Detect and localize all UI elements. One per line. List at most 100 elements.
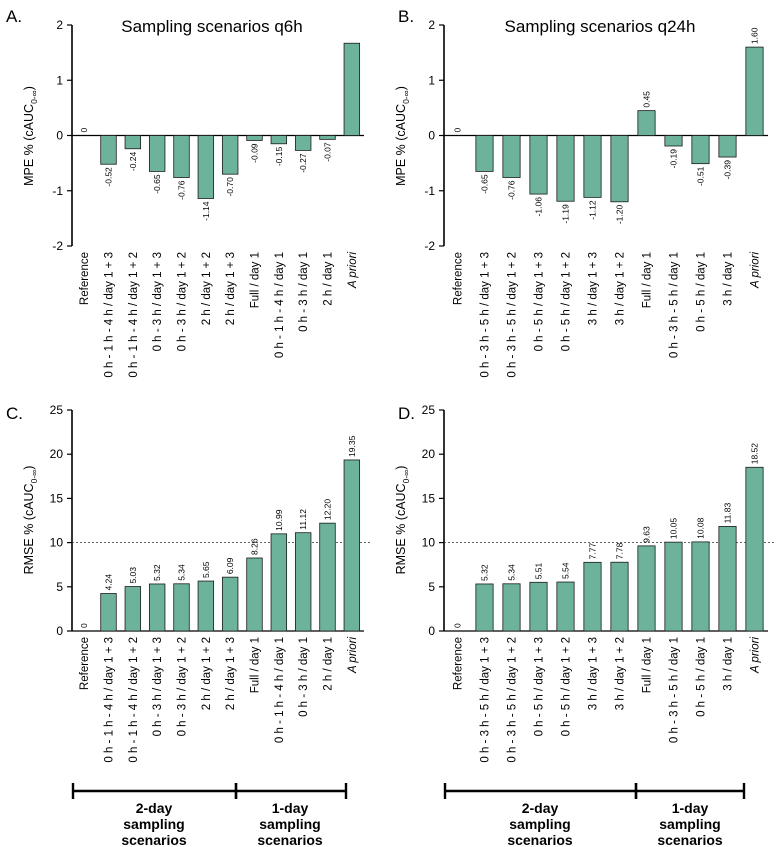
x-tick-label: 0 h - 1 h - 4 h / day 1 + 3 <box>104 252 116 378</box>
x-tick-label: 3 h / day 1 + 3 <box>588 252 600 325</box>
x-tick-label: 2 h / day 1 <box>323 637 335 691</box>
data-label: 10.08 <box>696 517 706 539</box>
y-tick-label: 0 <box>56 129 63 143</box>
data-label: -0.51 <box>696 166 706 186</box>
x-tick-label: 0 h - 3 h - 5 h / day 1 + 2 <box>507 637 519 763</box>
x-tick-label: 0 h - 5 h / day 1 + 2 <box>561 637 573 736</box>
x-tick-label: 2 h / day 1 + 3 <box>225 252 237 325</box>
data-label: -0.07 <box>323 142 333 162</box>
bracket-line <box>634 783 746 799</box>
group-label: scenarios <box>121 832 187 847</box>
x-tick-label: A priori <box>347 637 359 674</box>
x-tick-label: A priori <box>750 252 762 289</box>
y-axis-label: MPE % (cAUC0-∞) <box>394 86 411 186</box>
data-label: 11.83 <box>723 503 733 524</box>
data-label: 0 <box>453 128 463 133</box>
bar <box>664 541 683 632</box>
x-tick-label: 2 h / day 1 + 2 <box>201 637 213 710</box>
x-tick-label: 0 h - 3 h / day 1 + 3 <box>152 252 164 351</box>
y-tick-label: 20 <box>50 447 64 461</box>
group-label: 1-day <box>672 800 709 816</box>
y-tick-label: 20 <box>422 447 436 461</box>
y-tick-label: 0 <box>428 129 435 143</box>
x-tick-label: 2 h / day 1 <box>323 252 335 306</box>
x-tick-label: 0 h - 3 h - 5 h / day 1 <box>669 252 681 358</box>
x-tick-label: 0 h - 1 h - 4 h / day 1 + 2 <box>128 252 140 378</box>
y-axis-label: MPE % (cAUC0-∞) <box>22 86 39 186</box>
group-label: scenarios <box>657 832 723 847</box>
data-label: 4.24 <box>104 574 114 591</box>
panel-letter: C. <box>6 404 23 423</box>
x-tick-label: 0 h - 5 h / day 1 + 2 <box>561 252 573 351</box>
data-label: 0 <box>453 623 463 628</box>
x-tick-label: 0 h - 3 h - 5 h / day 1 <box>669 637 681 743</box>
data-label: 12.20 <box>323 499 333 521</box>
bar <box>197 135 215 199</box>
data-label: -0.76 <box>507 180 517 200</box>
data-label: -0.19 <box>669 149 679 169</box>
bar <box>691 541 710 632</box>
x-tick-label: 0 h - 5 h / day 1 <box>696 637 708 717</box>
bar <box>556 135 575 202</box>
y-tick-label: 15 <box>422 491 436 505</box>
data-label: -1.06 <box>534 197 544 217</box>
bar <box>637 545 656 632</box>
data-label: 11.12 <box>298 509 308 530</box>
data-label: 5.51 <box>534 562 544 579</box>
y-tick-label: 1 <box>56 73 63 87</box>
group-label: sampling <box>659 816 720 832</box>
data-label: 10.99 <box>274 509 284 531</box>
x-tick-label: Full / day 1 <box>250 637 262 693</box>
bar <box>270 533 288 632</box>
x-tick-label: 0 h - 5 h / day 1 + 3 <box>534 637 546 736</box>
bar <box>529 581 548 632</box>
bar <box>502 135 521 178</box>
data-label: 7.78 <box>615 542 625 559</box>
y-axis-label: RMSE % (cAUC0-∞) <box>394 466 411 575</box>
x-tick-label: Reference <box>79 637 91 690</box>
data-label: 5.34 <box>507 564 517 581</box>
x-tick-label: 0 h - 3 h - 5 h / day 1 + 2 <box>507 252 519 378</box>
y-axis-label: RMSE % (cAUC0-∞) <box>22 466 39 575</box>
x-tick-label: 0 h - 5 h / day 1 + 3 <box>534 252 546 351</box>
data-label: 1.60 <box>750 27 760 44</box>
bar <box>475 583 494 632</box>
y-tick-label: 10 <box>422 536 436 550</box>
x-tick-label: 0 h - 1 h - 4 h / day 1 + 3 <box>104 637 116 763</box>
bar <box>691 135 710 165</box>
panel-letter: B. <box>398 7 414 26</box>
data-label: -0.09 <box>250 143 260 163</box>
y-tick-label: -2 <box>52 239 63 253</box>
data-label: -0.65 <box>480 174 490 194</box>
y-tick-label: 25 <box>50 403 64 417</box>
data-label: 9.63 <box>642 526 652 543</box>
x-tick-label: Reference <box>453 637 465 690</box>
bracket-line <box>71 783 238 799</box>
data-label: -1.12 <box>588 200 598 220</box>
x-tick-label: 0 h - 3 h / day 1 + 3 <box>152 637 164 736</box>
data-label: -0.52 <box>104 167 114 187</box>
x-tick-label: A priori <box>750 637 762 674</box>
chart-panel-2: B. Sampling scenarios q24h MPE % (cAUC0-∞)… <box>394 7 768 378</box>
x-tick-label: 0 h - 5 h / day 1 <box>696 252 708 332</box>
bar <box>343 459 361 632</box>
data-label: 5.32 <box>480 564 490 581</box>
data-label: 5.32 <box>152 564 162 581</box>
bar <box>173 583 190 632</box>
bar <box>745 46 764 136</box>
x-tick-label: Reference <box>453 252 465 305</box>
bar <box>637 110 656 136</box>
bar <box>319 522 336 632</box>
data-label: 10.05 <box>669 518 679 540</box>
bar <box>745 466 764 632</box>
bar <box>718 526 737 632</box>
data-label: -0.24 <box>128 151 138 171</box>
x-tick-label: A priori <box>347 252 359 289</box>
y-tick-label: 15 <box>50 491 64 505</box>
x-tick-label: 3 h / day 1 + 2 <box>615 637 627 710</box>
y-tick-label: 2 <box>428 18 435 32</box>
x-tick-label: Full / day 1 <box>642 252 654 308</box>
